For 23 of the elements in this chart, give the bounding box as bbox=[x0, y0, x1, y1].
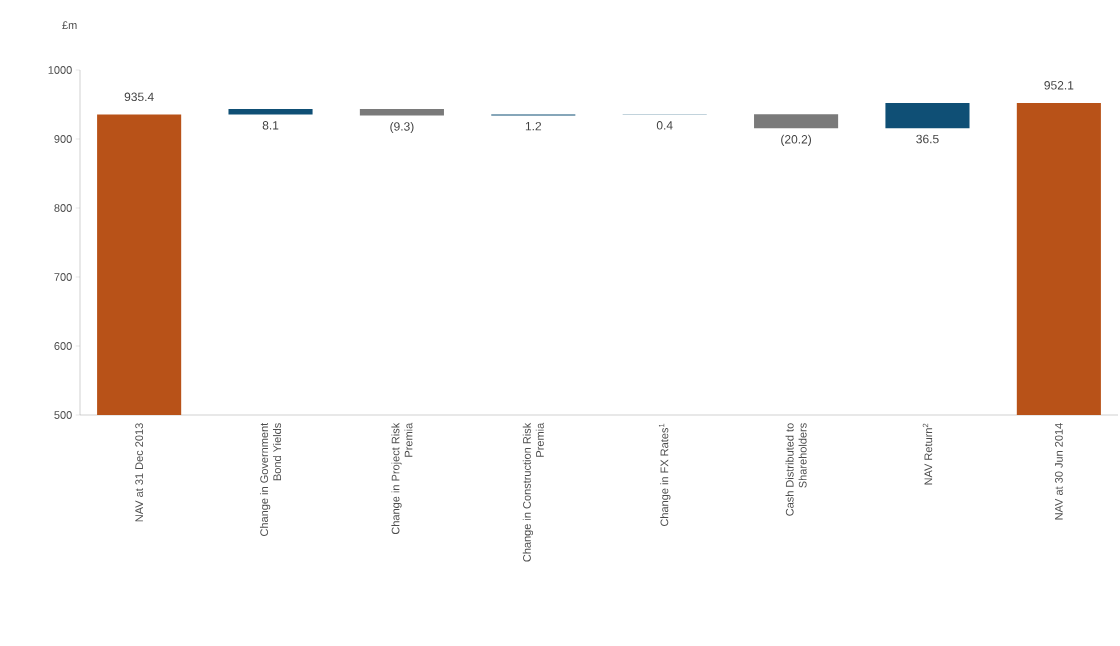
x-tick-label: Change in Construction Risk Premia bbox=[522, 422, 544, 562]
x-tick-label: NAV at 31 Dec 2013 bbox=[135, 423, 144, 522]
x-tick-label: Change in FX Rates$^{1}$ bbox=[658, 423, 671, 527]
x-tick-label: NAV at 30 Jun 2014 bbox=[1054, 423, 1063, 520]
data-label: 952.1 bbox=[1044, 81, 1074, 90]
data-label: 0.4 bbox=[656, 121, 673, 130]
data-label: (20.2) bbox=[781, 134, 812, 146]
data-label: 935.4 bbox=[124, 92, 154, 102]
data-label: (9.3) bbox=[390, 121, 414, 134]
data-label: 8.1 bbox=[262, 121, 279, 130]
y-axis-title: £m bbox=[62, 21, 77, 29]
x-tick-label: Cash Distributed to Shareholders bbox=[785, 423, 807, 516]
y-tick-label: 700 bbox=[54, 273, 72, 281]
data-label: 36.5 bbox=[916, 134, 939, 144]
x-tick-label: Change in Project Risk Premia bbox=[391, 422, 413, 535]
y-tick-label: 600 bbox=[54, 342, 72, 350]
x-tick-label: NAV Return$^{2}$ bbox=[922, 423, 933, 485]
y-tick-label: 500 bbox=[54, 411, 72, 419]
data-label: 1.2 bbox=[525, 121, 542, 131]
y-tick-label: 1000 bbox=[48, 66, 72, 74]
x-tick-label: Change in Government Bond Yields bbox=[259, 422, 282, 536]
y-tick-label: 900 bbox=[54, 135, 72, 143]
y-tick-label: 800 bbox=[54, 204, 72, 212]
